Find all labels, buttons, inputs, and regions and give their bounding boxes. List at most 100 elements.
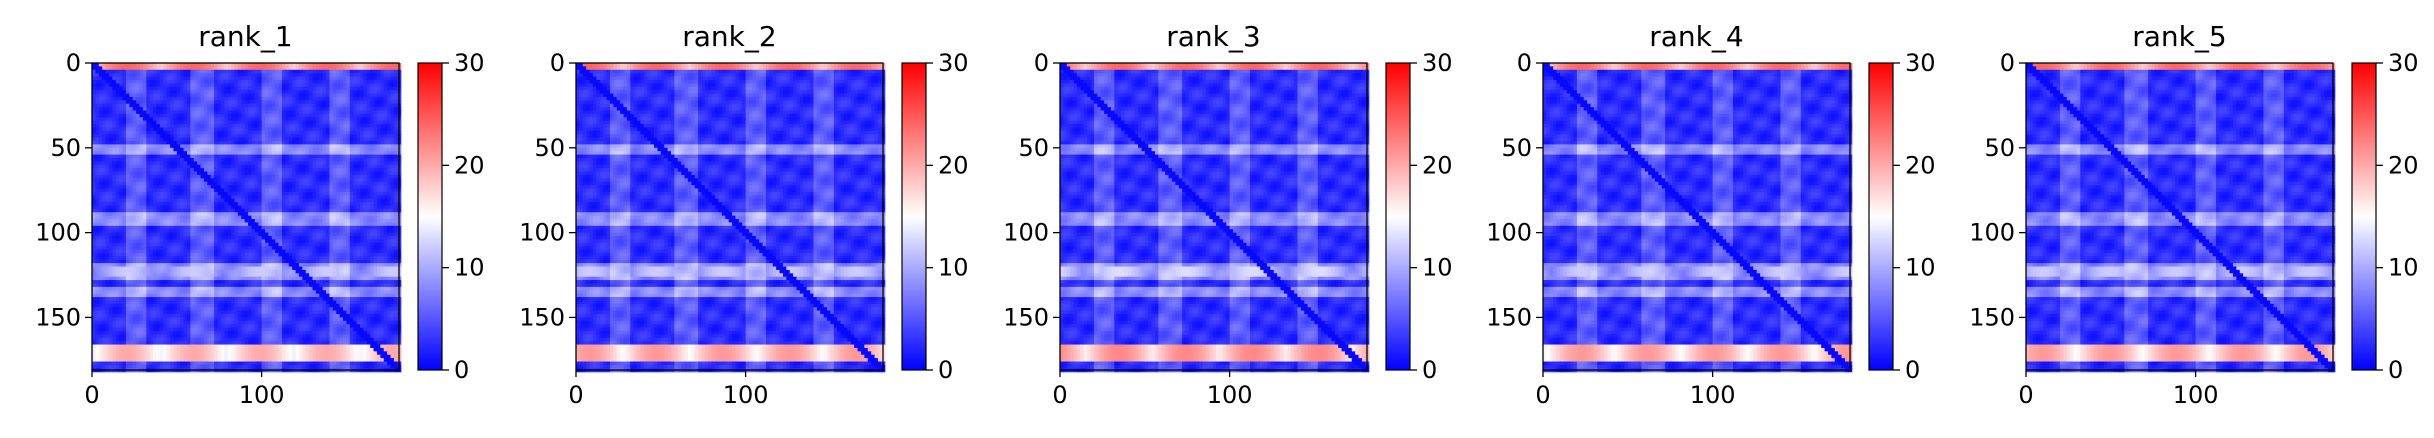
heatmap-cell [142,66,147,71]
heatmap-cell [261,93,266,98]
heatmap-cell [285,69,290,74]
heatmap-cell [343,69,348,74]
heatmap-cell [393,100,398,105]
heatmap-cell [244,93,249,98]
heatmap-cell [329,127,334,132]
heatmap-cell [231,100,236,105]
heatmap-cell [180,79,185,84]
heatmap-cell [248,86,253,91]
heatmap-cell [231,83,236,88]
heatmap-cell [288,73,293,78]
heatmap-cell [309,69,314,74]
heatmap-cell [234,93,239,98]
heatmap-cell [92,90,96,95]
heatmap-cell [332,113,337,118]
heatmap-cell [343,66,348,71]
heatmap-cell [261,117,266,122]
heatmap-cell [370,107,375,112]
heatmap-cell [186,100,191,105]
heatmap-cell [105,103,110,108]
heatmap-cell [376,83,381,88]
heatmap-cell [237,90,242,95]
heatmap-cell [373,93,378,98]
heatmap-cell [125,90,130,95]
heatmap-cell [115,124,120,129]
heatmap-cell [149,93,154,98]
heatmap-cell [370,73,375,78]
heatmap-cell [220,93,225,98]
heatmap-cell [380,63,385,67]
heatmap-cell [146,69,151,74]
heatmap-cell [376,86,381,91]
heatmap-cell [251,86,256,91]
heatmap-cell [129,69,134,74]
heatmap-cell [122,130,127,135]
heatmap-cell [166,83,171,88]
heatmap-cell [383,103,388,108]
heatmap-cell [248,63,253,67]
heatmap-cell [142,130,147,135]
heatmap-cell [359,86,364,91]
heatmap-cell [136,79,141,84]
heatmap-cell [363,76,368,81]
heatmap-cell [166,117,171,122]
heatmap-cell [285,86,290,91]
heatmap-cell [210,63,215,67]
heatmap-cell [380,117,385,122]
heatmap-cell [285,93,290,98]
heatmap-cell [146,76,151,81]
heatmap-cell [244,83,249,88]
heatmap-cell [258,63,263,67]
heatmap-cell [176,90,181,95]
heatmap-cell [227,96,232,101]
heatmap-cell [139,93,144,98]
heatmap-cell [105,120,110,125]
heatmap-cell [186,79,191,84]
heatmap-cell [183,113,188,118]
heatmap-cell [197,69,202,74]
heatmap-cell [305,107,310,112]
heatmap-cell [261,110,266,115]
heatmap-cell [129,124,134,129]
heatmap-cell [248,124,253,129]
heatmap-cell [339,100,344,105]
heatmap-cell [125,73,130,78]
heatmap-cell [309,93,314,98]
heatmap-cell [227,63,232,67]
heatmap-cell [268,63,273,67]
heatmap-cell [183,107,188,112]
heatmap-cell [105,107,110,112]
heatmap-cell [129,110,134,115]
heatmap-cell [156,100,161,105]
heatmap-cell [370,63,375,67]
heatmap-cell [261,63,266,67]
heatmap-cell [193,113,198,118]
heatmap-cell [149,130,154,135]
heatmap-cell [108,93,113,98]
heatmap-cell [122,120,127,125]
heatmap-cell [129,127,134,132]
heatmap-cell [326,83,331,88]
heatmap-cell [241,100,246,105]
heatmap-cell [278,63,283,67]
heatmap-cell [302,120,307,125]
heatmap-cell [183,117,188,122]
heatmap-cell [173,76,178,81]
heatmap-cell [214,110,219,115]
heatmap-cell [265,124,269,129]
heatmap-cell [336,73,341,78]
heatmap-cell [261,127,266,132]
heatmap-cell [346,63,351,67]
heatmap-cell [237,86,242,91]
heatmap-cell [285,96,290,101]
heatmap-cell [366,113,371,118]
heatmap-cell [170,127,175,132]
heatmap-cell [180,96,185,101]
heatmap-cell [112,113,117,118]
heatmap-cell [383,113,388,118]
heatmap-cell [322,79,327,84]
heatmap-cell [207,79,212,84]
heatmap-cell [136,93,141,98]
heatmap-cell [234,113,239,118]
heatmap-cell [139,110,144,115]
